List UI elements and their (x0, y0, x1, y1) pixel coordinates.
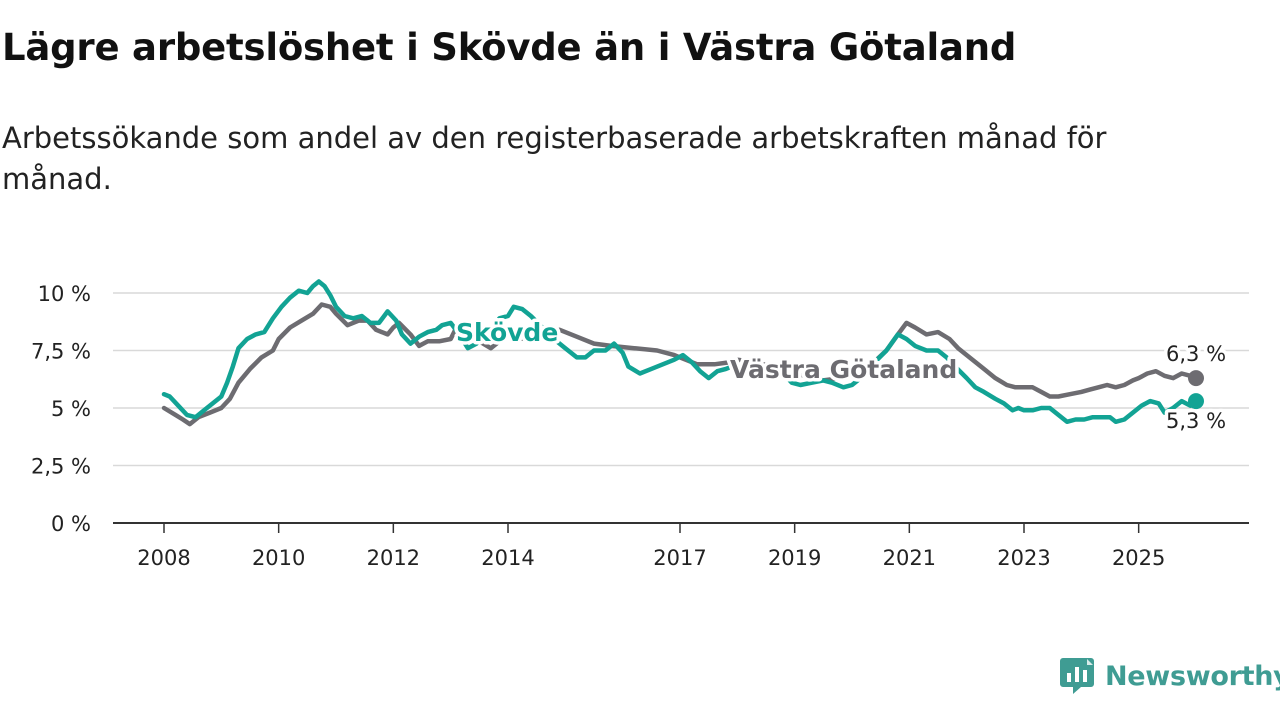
series-line-skovde (161, 279, 1199, 425)
series-label-vastra-gotaland: Västra Götaland (730, 355, 957, 384)
x-tick-label: 2008 (137, 546, 190, 570)
series-labels: Skövde Västra Götaland 6,3 % 5,3 % (453, 315, 1230, 437)
x-tick-label: 2017 (653, 546, 706, 570)
x-tick-label: 2014 (481, 546, 534, 570)
grid-lines (113, 292, 1249, 467)
end-label-skovde: 5,3 % (1166, 409, 1226, 433)
brand: Newsworthy (1059, 654, 1280, 698)
x-tick-label: 2019 (768, 546, 821, 570)
brand-name: Newsworthy (1105, 660, 1280, 692)
series-lines (161, 279, 1204, 427)
end-point-skovde (1188, 393, 1204, 410)
end-label-vastra-gotaland: 6,3 % (1166, 342, 1226, 366)
x-tick-label: 2021 (883, 546, 936, 570)
chart-title: Lägre arbetslöshet i Skövde än i Västra … (2, 26, 1017, 69)
x-tick-label: 2025 (1112, 546, 1165, 570)
newsworthy-logo-icon (1060, 658, 1094, 694)
y-tick-label: 5 % (51, 397, 91, 421)
y-tick-label: 2,5 % (31, 455, 91, 479)
y-tick-label: 0 % (51, 512, 91, 536)
chart-subtitle: Arbetssökande som andel av den registerb… (2, 121, 1107, 196)
axes: 0 % 2,5 % 5 % 7,5 % 10 % 2008 2010 2012 2014 2017… (31, 282, 1249, 570)
series-label-skovde: Skövde (456, 318, 558, 347)
end-point-vastra-gotaland (1188, 370, 1204, 387)
x-tick-label: 2010 (252, 546, 305, 570)
line-chart: 0 % 2,5 % 5 % 7,5 % 10 % 2008 2010 2012 2014 2017… (31, 279, 1249, 570)
x-tick-label: 2012 (367, 546, 420, 570)
y-tick-label: 10 % (38, 282, 91, 306)
x-tick-label: 2023 (997, 546, 1050, 570)
y-tick-label: 7,5 % (31, 340, 91, 364)
